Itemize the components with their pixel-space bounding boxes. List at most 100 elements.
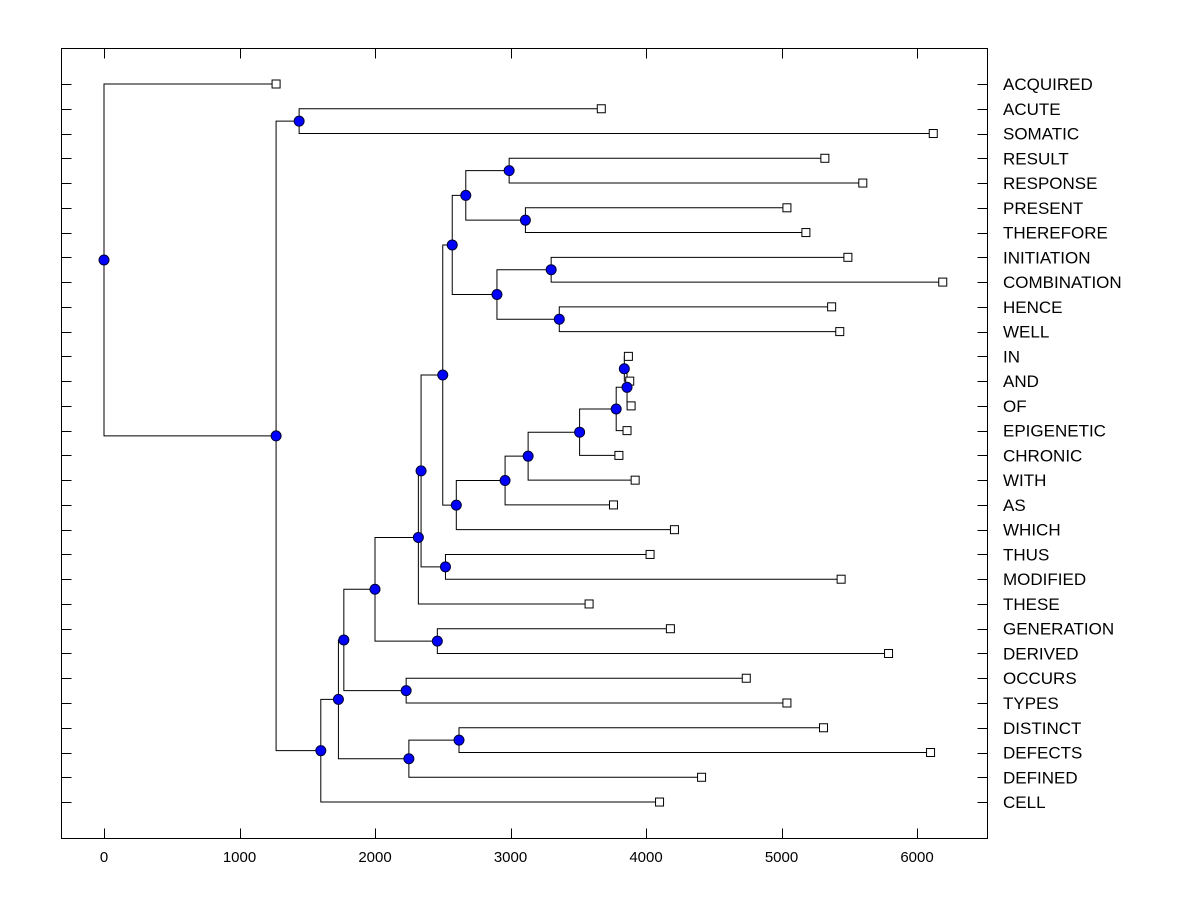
- x-axis: 0 1000 2000 3000 4000 5000 6000: [100, 48, 934, 866]
- leaf-marker: [630, 475, 640, 485]
- merge-node: [431, 635, 443, 647]
- merge-node: [403, 753, 415, 765]
- x-tick-label: 3000: [494, 849, 527, 866]
- leaf-label: RESPONSE: [1003, 174, 1097, 193]
- leaf-label: DEFINED: [1003, 768, 1078, 787]
- merge-node: [338, 634, 350, 646]
- leaf-marker: [655, 797, 665, 807]
- leaf-label: AS: [1003, 496, 1026, 515]
- leaf-marker: [926, 748, 936, 758]
- merge-node: [621, 381, 633, 393]
- merge-node: [315, 745, 327, 757]
- leaf-label: OF: [1003, 397, 1027, 416]
- x-tick-label: 0: [100, 849, 108, 866]
- dendrogram-leaves: [271, 79, 948, 807]
- y-ticks: [61, 84, 988, 803]
- merge-node: [415, 465, 427, 477]
- leaf-marker: [801, 228, 811, 238]
- leaf-label: THUS: [1003, 545, 1049, 564]
- leaf-label: THESE: [1003, 595, 1060, 614]
- merge-node: [450, 499, 462, 511]
- leaf-marker: [626, 401, 636, 411]
- leaf-marker: [584, 599, 594, 609]
- merge-node: [400, 685, 412, 697]
- leaf-label: WHICH: [1003, 521, 1061, 540]
- merge-node: [618, 363, 630, 375]
- merge-node: [439, 561, 451, 573]
- leaf-label: CHRONIC: [1003, 446, 1082, 465]
- leaf-marker: [669, 525, 679, 535]
- merge-node: [491, 288, 503, 300]
- leaf-marker: [843, 252, 853, 262]
- leaf-marker: [835, 327, 845, 337]
- leaf-label: SOMATIC: [1003, 125, 1079, 144]
- merge-node: [293, 115, 305, 127]
- leaf-label: COMBINATION: [1003, 273, 1122, 292]
- x-tick-label: 6000: [900, 849, 933, 866]
- merge-node: [545, 264, 557, 276]
- leaf-label: WELL: [1003, 323, 1049, 342]
- merge-node: [270, 430, 282, 442]
- leaf-marker: [858, 178, 868, 188]
- merge-node: [446, 239, 458, 251]
- leaf-marker: [782, 203, 792, 213]
- leaf-marker: [938, 277, 948, 287]
- merge-node: [453, 734, 465, 746]
- leaf-marker: [596, 104, 606, 114]
- merge-node: [503, 165, 515, 177]
- leaf-marker: [928, 129, 938, 139]
- leaf-marker: [820, 153, 830, 163]
- merge-node: [332, 693, 344, 705]
- leaf-label: THEREFORE: [1003, 224, 1108, 243]
- leaf-label: HENCE: [1003, 298, 1063, 317]
- x-tick-label: 4000: [629, 849, 662, 866]
- merge-node: [412, 531, 424, 543]
- leaf-marker: [645, 549, 655, 559]
- leaf-label: DISTINCT: [1003, 719, 1081, 738]
- leaf-label: RESULT: [1003, 149, 1069, 168]
- merge-node: [460, 189, 472, 201]
- merge-node: [369, 583, 381, 595]
- leaf-marker: [697, 772, 707, 782]
- x-tick-label: 5000: [765, 849, 798, 866]
- leaf-marker: [741, 673, 751, 683]
- leaf-marker: [819, 723, 829, 733]
- leaf-marker: [622, 426, 632, 436]
- leaf-marker: [782, 698, 792, 708]
- merge-node: [437, 369, 449, 381]
- leaf-marker: [665, 624, 675, 634]
- leaf-marker: [836, 574, 846, 584]
- merge-node: [519, 214, 531, 226]
- leaf-labels: ACQUIRED ACUTE SOMATIC RESULT RESPONSE PRESEN…: [1003, 75, 1122, 812]
- leaf-label: AND: [1003, 372, 1039, 391]
- leaf-label: EPIGENETIC: [1003, 422, 1106, 441]
- merge-node: [610, 403, 622, 415]
- merge-node: [98, 254, 110, 266]
- x-tick-label: 2000: [358, 849, 391, 866]
- leaf-label: CELL: [1003, 793, 1046, 812]
- leaf-marker: [623, 351, 633, 361]
- merge-node: [553, 313, 565, 325]
- leaf-label: GENERATION: [1003, 620, 1114, 639]
- plot-frame: [61, 48, 988, 839]
- leaf-label: INITIATION: [1003, 248, 1091, 267]
- merge-node: [499, 475, 511, 487]
- dendrogram-nodes: [98, 115, 633, 765]
- leaf-marker: [614, 450, 624, 460]
- leaf-label: PRESENT: [1003, 199, 1083, 218]
- leaf-marker: [884, 648, 894, 658]
- leaf-label: IN: [1003, 347, 1020, 366]
- x-tick-label: 1000: [223, 849, 256, 866]
- merge-node: [522, 450, 534, 462]
- leaf-label: DERIVED: [1003, 644, 1079, 663]
- leaf-label: MODIFIED: [1003, 570, 1086, 589]
- leaf-marker: [271, 79, 281, 89]
- leaf-label: ACQUIRED: [1003, 75, 1093, 94]
- leaf-label: OCCURS: [1003, 669, 1077, 688]
- leaf-label: TYPES: [1003, 694, 1059, 713]
- leaf-marker: [827, 302, 837, 312]
- leaf-label: DEFECTS: [1003, 744, 1082, 763]
- leaf-label: WITH: [1003, 471, 1046, 490]
- leaf-marker: [608, 500, 618, 510]
